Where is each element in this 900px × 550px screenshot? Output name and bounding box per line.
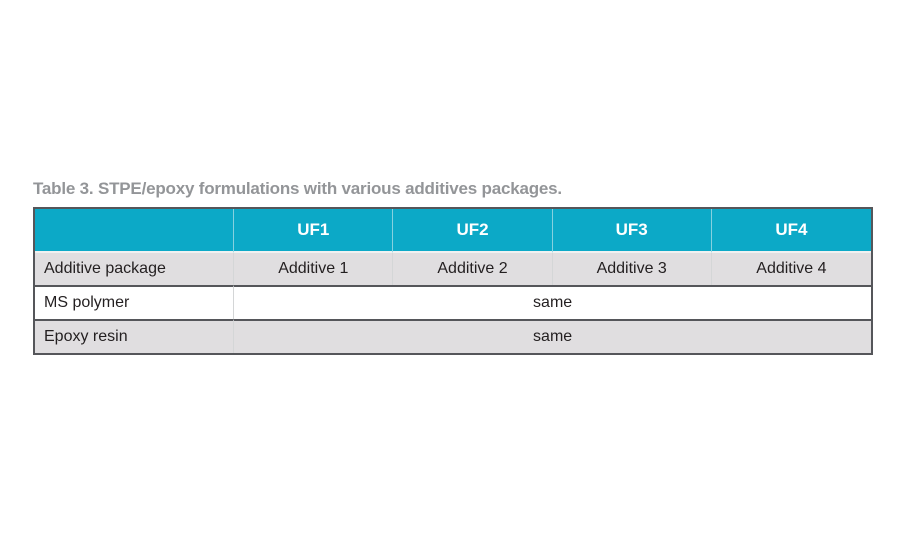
formulations-table: UF1 UF2 UF3 UF4 Additive package Additiv…	[33, 207, 873, 355]
table-caption: Table 3. STPE/epoxy formulations with va…	[33, 179, 562, 198]
cell-merged-same: same	[234, 319, 871, 353]
header-cell-uf3: UF3	[552, 209, 712, 253]
header-cell-uf4: UF4	[711, 209, 871, 253]
row-label: Additive package	[35, 253, 235, 285]
header-cell-blank	[35, 209, 235, 253]
cell-merged-same: same	[234, 285, 871, 319]
cell-additive-1: Additive 1	[234, 253, 394, 285]
row-label: Epoxy resin	[35, 319, 235, 353]
header-cell-uf2: UF2	[393, 209, 553, 253]
table-row-additive-package: Additive package Additive 1 Additive 2 A…	[35, 253, 871, 285]
cell-additive-2: Additive 2	[393, 253, 553, 285]
header-cell-uf1: UF1	[234, 209, 394, 253]
cell-additive-4: Additive 4	[711, 253, 871, 285]
header-row: UF1 UF2 UF3 UF4	[35, 209, 871, 253]
table-row-ms-polymer: MS polymer same	[35, 285, 871, 319]
table-row-epoxy-resin: Epoxy resin same	[35, 319, 871, 353]
cell-additive-3: Additive 3	[552, 253, 712, 285]
row-label: MS polymer	[35, 285, 235, 319]
